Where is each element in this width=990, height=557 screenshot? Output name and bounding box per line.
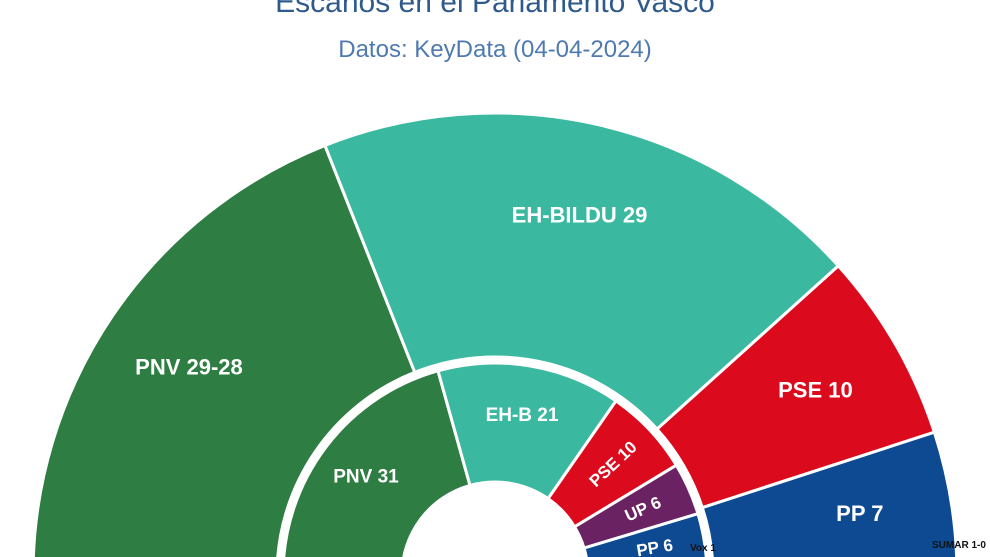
inner-seat-segment-pp-6: [582, 511, 708, 557]
outer-seat-label-sumar-1-0: SUMAR 1-0: [932, 540, 986, 551]
outer-seat-label-pse-10: PSE 10: [778, 378, 853, 403]
outer-seat-label-pnv-29-28: PNV 29-28: [135, 355, 243, 380]
outer-seat-label-pp-7: PP 7: [836, 501, 883, 526]
outer-seat-segment-pp-7: [700, 430, 959, 557]
inner-seat-label-vox-1: Vox 1: [690, 543, 716, 554]
outer-seat-segment-pnv-29-28: [31, 143, 417, 557]
outer-seat-segment-eh-bildu-29: [322, 111, 841, 432]
inner-seat-label-pp-6: PP 6: [635, 536, 674, 557]
outer-seat-label-eh-bildu-29: EH-BILDU 29: [512, 202, 648, 227]
chart-title: Escaños en el Parlamento Vasco: [275, 0, 715, 19]
inner-seat-label-pnv-31: PNV 31: [333, 467, 399, 488]
inner-seat-label-eh-b-21: EH-B 21: [486, 405, 559, 426]
chart-subtitle: Datos: KeyData (04-04-2024): [338, 36, 652, 63]
inner-seat-segment-pnv-31: [282, 368, 472, 557]
